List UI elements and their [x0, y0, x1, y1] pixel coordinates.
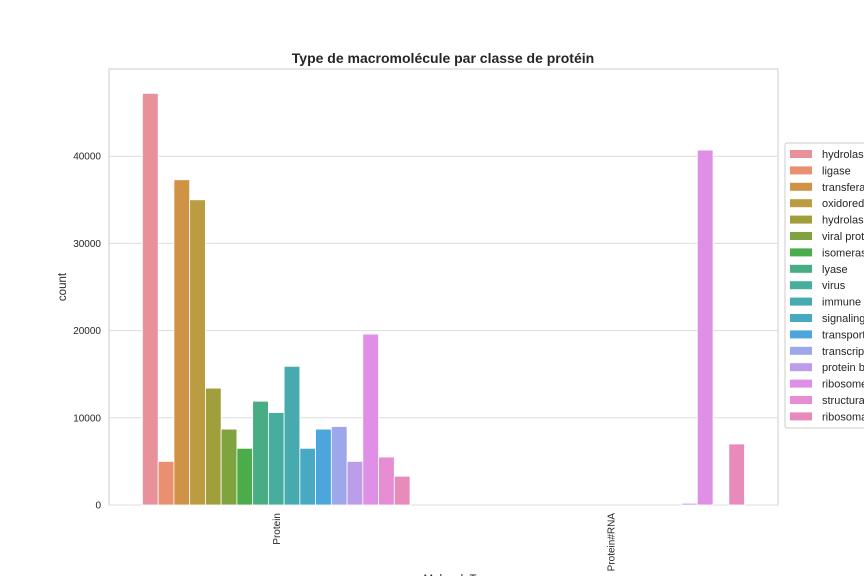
- legend-label: transcription: [822, 346, 864, 358]
- bar-hydrolase-hydrolase-inhibitor-0: [205, 387, 222, 506]
- legend-label: hydrolase: [822, 149, 864, 161]
- legend-swatch: [790, 248, 812, 257]
- bar-ligase-0: [157, 460, 175, 506]
- bar-protein-binding-1: [681, 502, 698, 506]
- y-tick-label: 0: [95, 501, 101, 512]
- x-axis-label: macroMoleculeType: [392, 574, 495, 576]
- bar-structural-genomics-0: [378, 456, 395, 506]
- legend-swatch: [790, 199, 812, 208]
- bar-signaling-protein-0: [299, 447, 317, 506]
- bar-ribosomal-protein-0: [393, 475, 411, 506]
- bar-isomerase-0: [236, 447, 254, 506]
- chart-title: Type de macromolécule par classe de prot…: [292, 50, 594, 66]
- x-tick-label: Protein: [272, 513, 283, 545]
- legend-swatch: [790, 150, 812, 158]
- legend-label: transferase: [822, 182, 864, 194]
- legend-swatch: [790, 232, 812, 240]
- y-tick-label: 20000: [73, 326, 101, 337]
- y-tick-label: 40000: [73, 152, 101, 163]
- legend-label: lyase: [822, 264, 848, 276]
- legend-label: protein binding: [822, 362, 864, 374]
- legend-label: immune system: [822, 297, 864, 309]
- bar-ribosomal-protein-1: [728, 443, 745, 506]
- bar-virus-0: [267, 412, 285, 506]
- bar-lyase-0: [252, 400, 269, 506]
- bar-ribosome-0: [362, 333, 379, 506]
- legend-swatch: [790, 215, 812, 224]
- bar-ribosome-1: [696, 149, 714, 506]
- legend-frame: [784, 142, 864, 429]
- bar-transferase-0: [173, 179, 191, 506]
- y-tick-labels: 0 10000 20000 30000 40000: [73, 152, 101, 512]
- legend-label: viral protein: [822, 231, 864, 243]
- legend-swatch: [790, 396, 812, 404]
- bar-hydrolase-0: [142, 93, 159, 506]
- legend-swatch: [790, 363, 812, 372]
- legend-label: signaling protein: [822, 313, 864, 325]
- legend-swatch: [790, 281, 812, 290]
- y-axis-label: count: [57, 272, 69, 301]
- legend-swatch: [790, 330, 812, 339]
- legend-label: transport protein: [822, 329, 864, 341]
- legend-swatch: [790, 182, 812, 191]
- bar-protein-binding-0: [346, 460, 364, 506]
- legend-swatch: [790, 264, 812, 273]
- bar-viral-protein-0: [220, 428, 238, 506]
- legend-label: ligase: [822, 165, 851, 177]
- legend-swatch: [790, 379, 812, 388]
- y-tick-label: 10000: [73, 413, 101, 424]
- bars: [142, 93, 745, 506]
- bar-transcription-0: [330, 426, 348, 506]
- bar-oxidoreductase-0: [189, 199, 206, 506]
- x-tick-label: Protein#RNA: [606, 513, 617, 572]
- legend-label: oxidoreductase: [822, 198, 864, 210]
- legend-swatch: [790, 412, 812, 421]
- legend-swatch: [790, 346, 812, 355]
- legend-label: structural genomics: [822, 395, 864, 407]
- x-tick-labels: Protein Protein#RNA: [272, 513, 618, 572]
- legend-label: virus: [822, 280, 846, 292]
- bar-immune-system-0: [283, 365, 301, 506]
- legend-swatch: [790, 297, 812, 306]
- legend-label: ribosome: [822, 379, 864, 391]
- legend-label: ribosomal protein: [822, 411, 864, 423]
- legend-swatch: [790, 314, 812, 322]
- legend-label: hydrolase/hydrolase inhibitor: [822, 215, 864, 227]
- legend: hydrolase ligase transferase oxidoreductase…: [784, 142, 864, 429]
- legend-label: isomerase: [822, 247, 864, 259]
- legend-swatch: [790, 166, 812, 175]
- bar-transport-protein-0: [315, 428, 332, 506]
- y-tick-label: 30000: [73, 239, 101, 250]
